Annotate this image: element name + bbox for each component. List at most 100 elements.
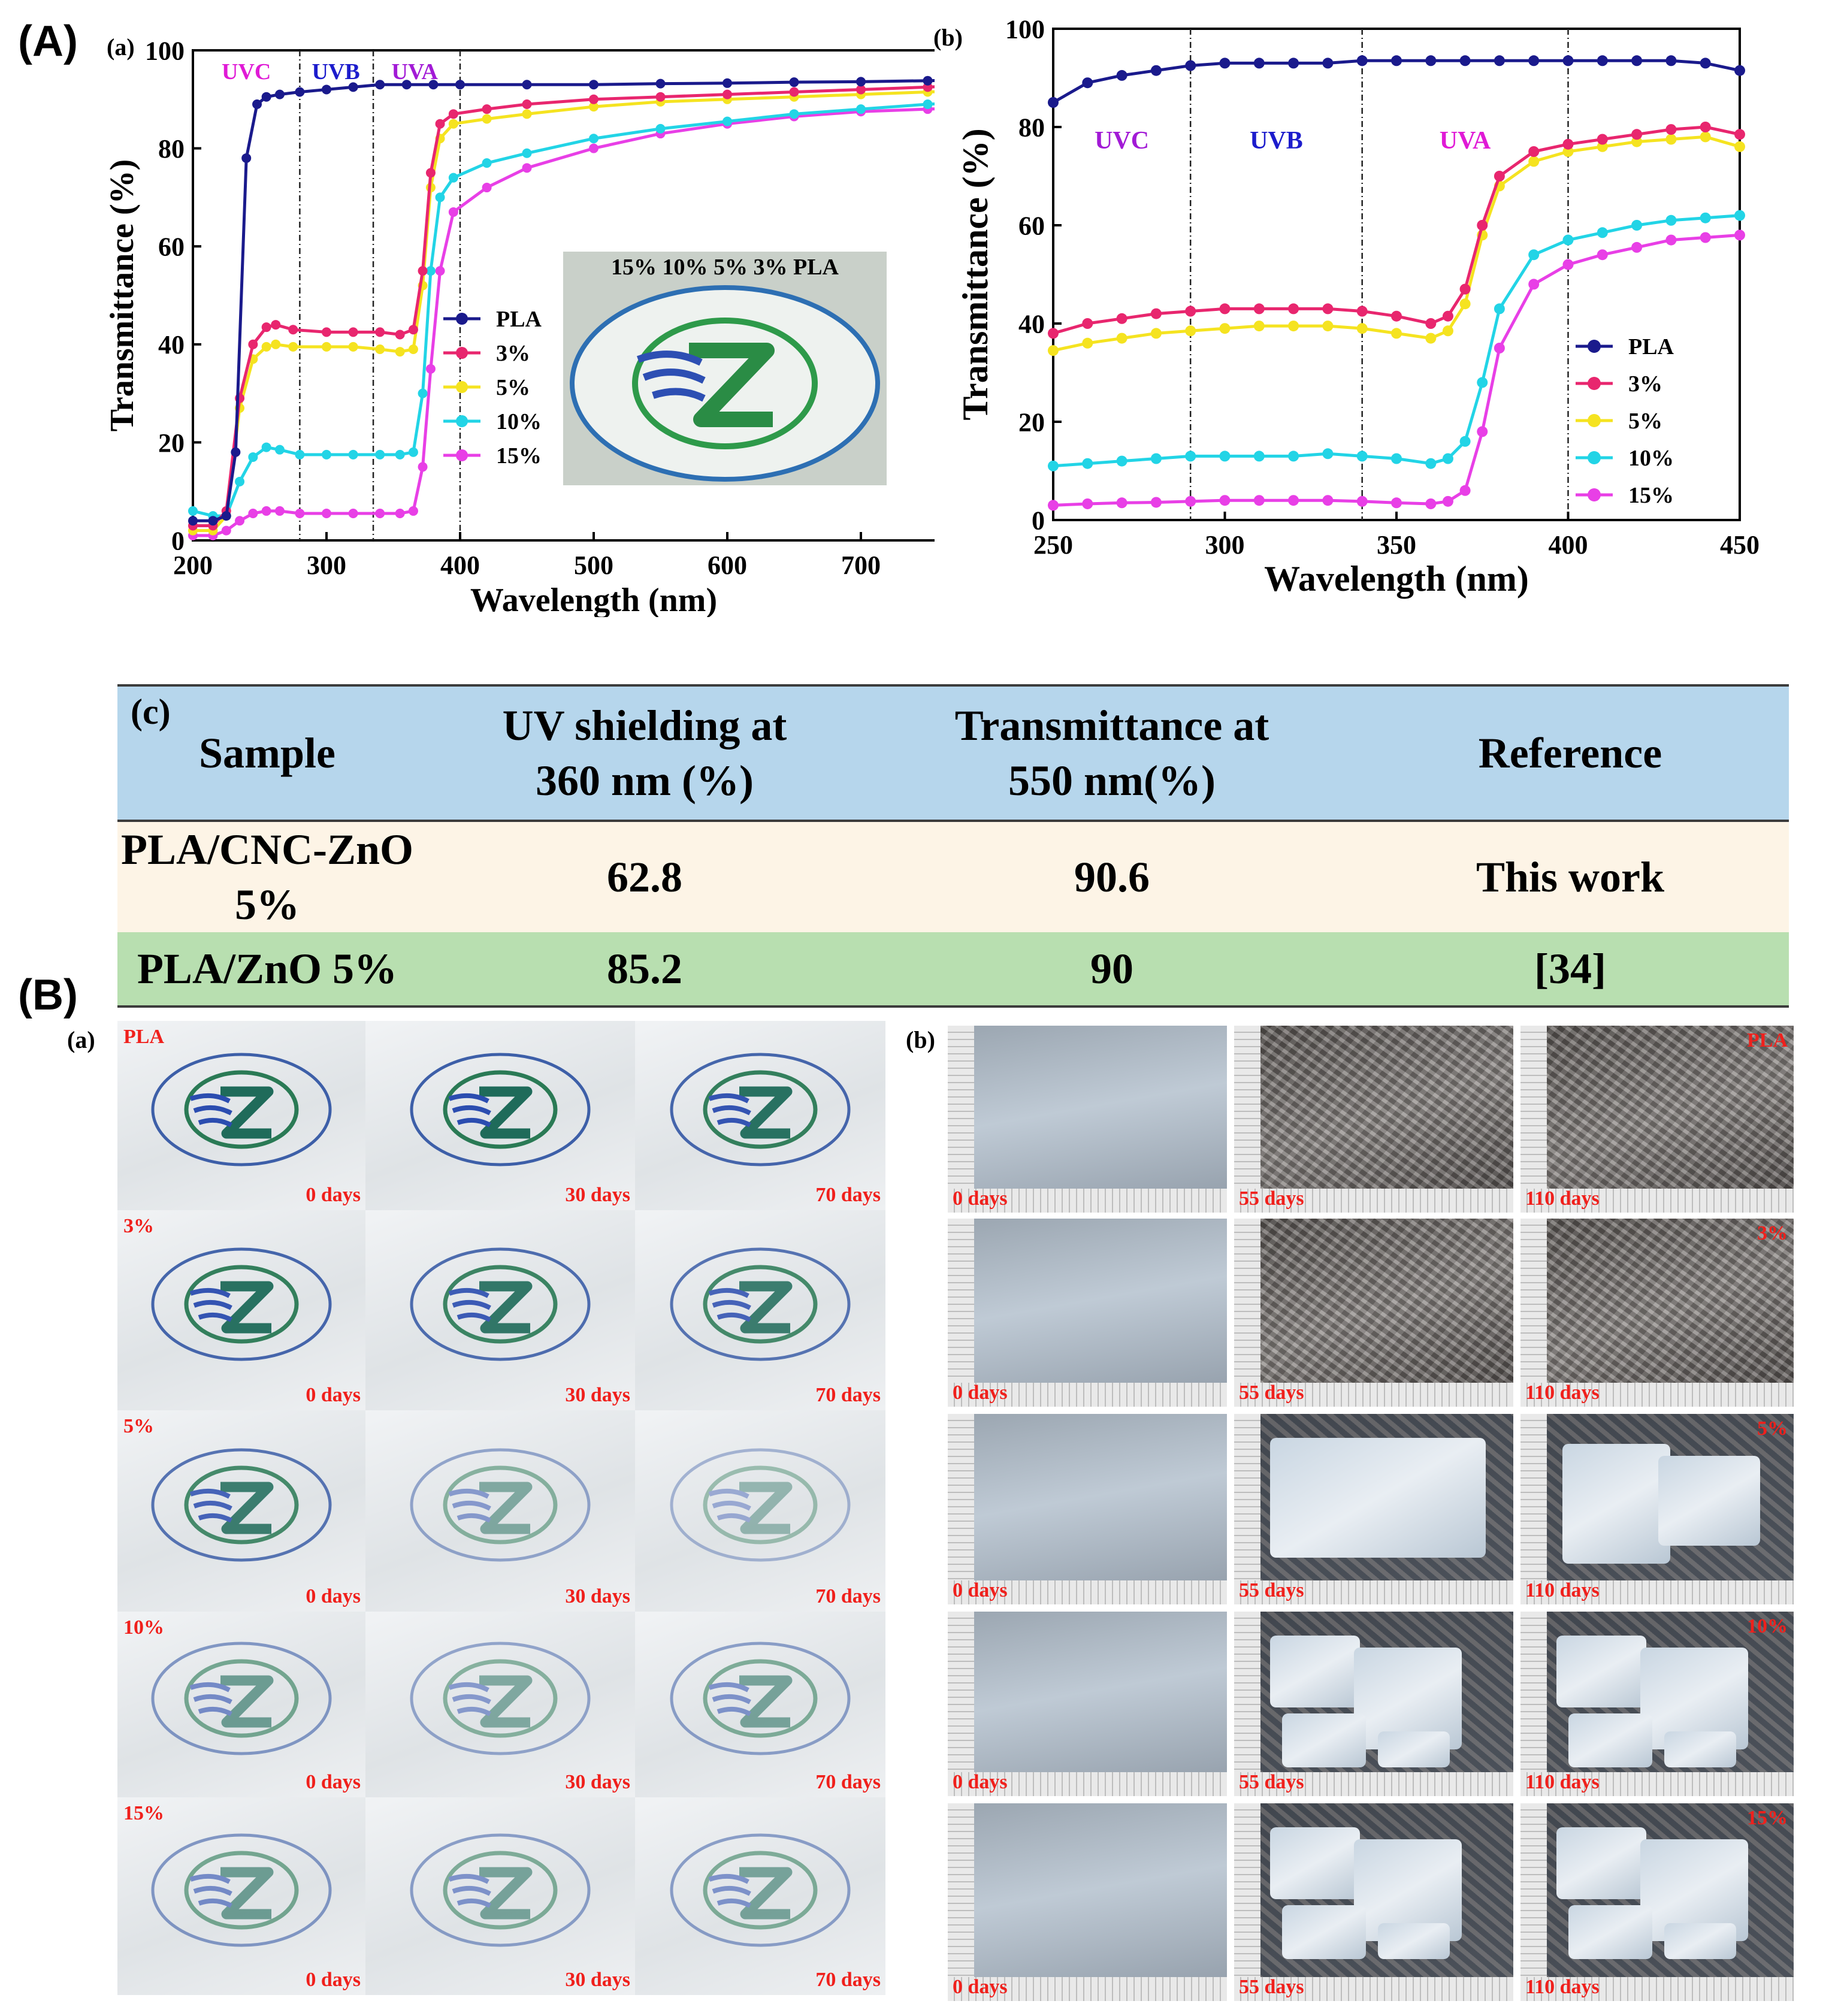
logo-ring xyxy=(670,1642,851,1755)
data-point xyxy=(231,447,241,457)
data-point xyxy=(522,99,532,109)
logo-holder xyxy=(667,1830,853,1953)
data-point xyxy=(395,330,405,340)
logo-wings xyxy=(448,1873,491,1908)
film-fragment xyxy=(1378,1923,1450,1959)
university-logo xyxy=(151,1247,332,1361)
table-cell: [34] xyxy=(1352,932,1789,1008)
film-fragment xyxy=(1664,1923,1736,1959)
data-point xyxy=(418,266,428,276)
data-point xyxy=(1665,124,1677,135)
logo-wings xyxy=(448,1682,491,1716)
data-point xyxy=(1253,58,1265,69)
days-label: 0 days xyxy=(306,1969,361,1991)
data-point xyxy=(589,134,598,144)
data-point xyxy=(375,449,385,460)
region-label: UVC xyxy=(222,59,271,84)
data-point xyxy=(455,80,465,90)
table-cell: 85.2 xyxy=(417,932,872,1008)
logo-ring xyxy=(410,1247,591,1361)
data-point xyxy=(1219,323,1231,334)
logo-inner-ring xyxy=(632,318,818,449)
logo-ring xyxy=(410,1448,591,1562)
logo-ring xyxy=(151,1448,332,1562)
data-point xyxy=(1734,65,1745,76)
data-point xyxy=(1631,241,1643,253)
logo-holder xyxy=(149,1639,334,1761)
y-tick-label: 80 xyxy=(1018,113,1045,142)
data-point xyxy=(322,327,331,337)
legend-marker xyxy=(456,313,468,325)
degradation-photo: 55 days xyxy=(1234,1219,1513,1407)
data-point xyxy=(923,75,933,86)
degradation-photo: 55 days xyxy=(1234,1612,1513,1796)
chart-b: 250 300 350 400 450 0 20 40 60 80 100 Wavelength (n… xyxy=(933,18,1760,599)
legend-marker xyxy=(1588,377,1601,390)
degradation-photo: 55 days xyxy=(1234,1026,1513,1213)
data-point xyxy=(435,192,445,202)
data-point xyxy=(1477,220,1488,231)
data-point xyxy=(252,99,262,109)
film-photo: 30 days xyxy=(365,1410,635,1612)
data-point xyxy=(1477,426,1488,437)
sample-label: 3% xyxy=(1757,1222,1788,1244)
days-label: 0 days xyxy=(306,1585,361,1607)
days-label: 0 days xyxy=(306,1384,361,1406)
data-point xyxy=(722,116,732,126)
data-point xyxy=(295,509,305,519)
logo-ring xyxy=(670,1833,851,1947)
legend-label: 5% xyxy=(496,375,530,400)
logo-wings xyxy=(708,1682,751,1716)
table-header-row: Sample UV shielding at 360 nm (%) Transm… xyxy=(117,684,1789,822)
data-point xyxy=(1631,220,1643,231)
logo-z-mark xyxy=(220,1675,274,1728)
data-point xyxy=(1150,65,1162,76)
logo-ring xyxy=(670,1053,851,1166)
days-label: 55 days xyxy=(1239,1579,1304,1601)
data-point xyxy=(482,114,492,124)
data-point xyxy=(322,84,331,95)
x-tick-label: 600 xyxy=(708,551,747,580)
data-point xyxy=(1734,141,1745,152)
film-fragment xyxy=(1658,1456,1760,1546)
legend-label: 15% xyxy=(1628,483,1674,508)
data-point xyxy=(1150,308,1162,319)
film-fragment xyxy=(1270,1827,1360,1899)
data-point xyxy=(261,322,271,333)
y-tick-label: 60 xyxy=(158,232,185,262)
data-point xyxy=(856,84,866,95)
film-photo: 70 days xyxy=(635,1797,885,1995)
data-point xyxy=(1253,451,1265,462)
logo-z-mark xyxy=(220,1086,274,1139)
data-point xyxy=(1288,451,1299,462)
data-point xyxy=(655,123,666,134)
logo-inner-ring xyxy=(443,1659,558,1738)
data-point xyxy=(1116,455,1127,467)
legend-marker xyxy=(456,415,468,427)
data-point xyxy=(1185,306,1196,317)
data-point xyxy=(1048,97,1059,108)
data-point xyxy=(1631,136,1643,147)
data-point xyxy=(522,148,532,158)
data-point xyxy=(482,158,492,168)
table-label: (c) xyxy=(131,692,171,732)
data-point xyxy=(923,99,933,109)
data-point xyxy=(522,109,532,119)
sample-label: PLA xyxy=(123,1026,164,1048)
data-point xyxy=(1150,453,1162,464)
data-point xyxy=(1288,495,1299,506)
ruler-horizontal xyxy=(1520,1772,1794,1796)
data-point xyxy=(1322,495,1334,506)
data-point xyxy=(1048,345,1059,356)
data-point xyxy=(1425,458,1437,469)
data-point xyxy=(1082,77,1093,89)
logo-holder xyxy=(407,1244,593,1367)
ruler-horizontal xyxy=(1234,1772,1513,1796)
university-logo xyxy=(151,1053,332,1166)
degradation-photo: 110 days xyxy=(1520,1219,1794,1407)
film-photo: 30 days xyxy=(365,1021,635,1210)
data-point xyxy=(522,163,532,173)
data-point xyxy=(375,80,385,90)
data-point xyxy=(348,449,358,460)
data-point xyxy=(1185,495,1196,507)
